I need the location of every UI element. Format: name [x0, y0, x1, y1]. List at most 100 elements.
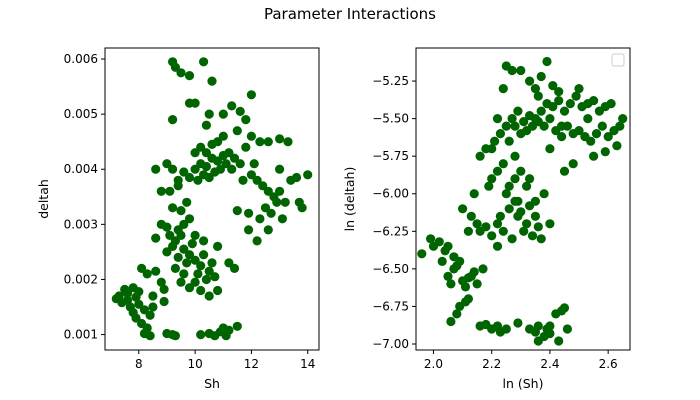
- scatter-point: [173, 252, 183, 262]
- scatter-points-2: [417, 56, 628, 346]
- scatter-point: [244, 225, 254, 235]
- legend-box: [611, 53, 625, 67]
- scatter-point: [272, 197, 282, 207]
- scatter-point: [536, 106, 546, 116]
- scatter-point: [589, 151, 599, 161]
- scatter-point: [213, 285, 223, 296]
- scatter-point: [255, 137, 265, 147]
- scatter-point: [463, 294, 473, 304]
- y-tick-label: −6.25: [372, 224, 409, 238]
- scatter-point: [606, 99, 616, 109]
- scatter-point: [213, 241, 223, 251]
- scatter-point: [557, 132, 567, 142]
- scatter-point: [246, 90, 256, 100]
- scatter-point: [460, 282, 471, 292]
- scatter-point: [612, 141, 622, 151]
- scatter-point: [490, 136, 500, 146]
- scatter-point: [184, 98, 195, 108]
- scatter-point: [142, 269, 152, 279]
- scatter-point: [176, 206, 186, 216]
- scatter-point: [522, 219, 532, 229]
- scatter-point: [586, 136, 596, 146]
- scatter-point: [218, 131, 228, 141]
- scatter-point: [303, 170, 313, 180]
- scatter-point: [513, 106, 523, 116]
- scatter-point: [232, 321, 242, 331]
- scatter-point: [559, 166, 570, 176]
- scatter-point: [145, 331, 155, 341]
- scatter-point: [492, 219, 503, 229]
- scatter-point: [168, 164, 178, 174]
- scatter-point: [134, 287, 144, 297]
- scatter-point: [199, 250, 209, 260]
- scatter-point: [417, 249, 427, 259]
- scatter-point: [168, 115, 178, 125]
- scatter-point: [235, 159, 245, 169]
- scatter-point: [201, 274, 211, 285]
- scatter-point: [472, 219, 482, 229]
- scatter-point: [554, 96, 564, 106]
- y-tick-label: 0.001: [64, 328, 98, 342]
- scatter-point: [591, 129, 602, 139]
- scatter-point: [484, 181, 494, 191]
- scatter-point: [478, 264, 488, 274]
- scatter-point: [179, 244, 189, 254]
- scatter-point: [501, 324, 511, 334]
- scatter-point: [275, 164, 285, 174]
- scatter-point: [249, 159, 259, 169]
- scatter-point: [196, 330, 206, 340]
- scatter-point: [207, 258, 217, 268]
- scatter-point: [210, 272, 220, 282]
- scatter-point: [170, 263, 180, 273]
- scatter-point: [618, 114, 628, 124]
- y-tick-label: 0.006: [64, 52, 98, 66]
- scatter-point: [536, 71, 546, 82]
- scatter-point: [275, 134, 285, 144]
- scatter-point: [487, 144, 497, 154]
- scatter-point: [492, 114, 503, 124]
- scatter-point: [162, 159, 172, 169]
- scatter-point: [207, 76, 217, 86]
- scatter-point: [213, 156, 223, 166]
- scatter-point: [235, 106, 245, 116]
- scatter-point: [291, 172, 302, 183]
- subplot-2: 2.0 2.2 2.4 2.6 −7.00 −6.75 −6.50 −6.25 −6.00 −5.…: [342, 47, 631, 391]
- scatter-point: [218, 109, 228, 119]
- scatter-point: [498, 226, 508, 236]
- scatter-point: [516, 207, 526, 217]
- y-axis-label: ln (deltah): [342, 167, 357, 232]
- scatter-point: [151, 266, 161, 276]
- scatter-point: [574, 84, 584, 94]
- plot-frame-2: [415, 47, 631, 351]
- scatter-point: [277, 214, 287, 224]
- scatter-point: [440, 246, 450, 256]
- y-axis-label: deltah: [36, 179, 51, 219]
- scatter-point: [275, 186, 285, 196]
- scatter-point: [513, 196, 523, 206]
- scatter-point: [542, 56, 552, 67]
- scatter-point: [280, 197, 290, 207]
- scatter-point: [510, 174, 520, 184]
- scatter-point: [522, 181, 532, 191]
- scatter-point: [501, 189, 511, 199]
- x-tick-label: 2.6: [599, 357, 618, 371]
- y-tick-label: −6.00: [372, 187, 409, 201]
- scatter-point: [554, 87, 564, 97]
- scatter-point: [227, 164, 237, 174]
- scatter-point: [472, 279, 482, 289]
- x-tick-label: 8: [135, 357, 143, 371]
- scatter-point: [603, 132, 613, 142]
- scatter-point: [196, 285, 206, 296]
- scatter-point: [182, 258, 192, 268]
- scatter-point: [507, 234, 517, 244]
- x-tick-label: 2.0: [424, 357, 443, 371]
- scatter-point: [475, 151, 485, 161]
- scatter-point: [574, 126, 584, 136]
- scatter-point: [446, 316, 456, 327]
- y-tick-label: −7.00: [372, 337, 409, 351]
- x-tick-label: 14: [300, 357, 315, 371]
- y-tick-label: −5.25: [372, 74, 409, 88]
- scatter-point: [221, 331, 231, 341]
- x-tick-label: 12: [244, 357, 259, 371]
